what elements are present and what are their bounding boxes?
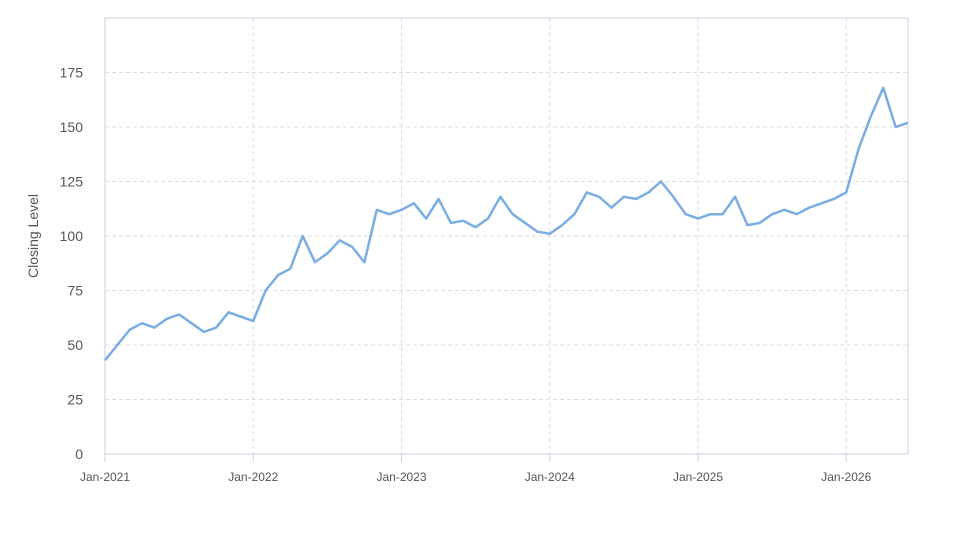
x-tick-label: Jan-2025 <box>673 470 723 484</box>
y-tick-label: 125 <box>60 174 84 190</box>
line-series <box>104 86 909 362</box>
x-tick-label: Jan-2021 <box>80 470 130 484</box>
y-tick-label: 150 <box>60 119 84 135</box>
x-tick-label: Jan-2026 <box>821 470 871 484</box>
y-tick-label: 75 <box>67 283 83 299</box>
x-tick-label: Jan-2022 <box>228 470 278 484</box>
y-tick-label: 100 <box>60 228 84 244</box>
y-tick-label: 0 <box>75 446 83 462</box>
x-tick-label: Jan-2023 <box>376 470 426 484</box>
y-axis-label: Closing Level <box>25 194 41 278</box>
plot-frame <box>104 17 909 455</box>
x-tick-label: Jan-2024 <box>525 470 575 484</box>
y-tick-label: 25 <box>67 392 83 408</box>
y-tick-label: 50 <box>67 337 83 353</box>
y-tick-label: 175 <box>60 65 84 81</box>
